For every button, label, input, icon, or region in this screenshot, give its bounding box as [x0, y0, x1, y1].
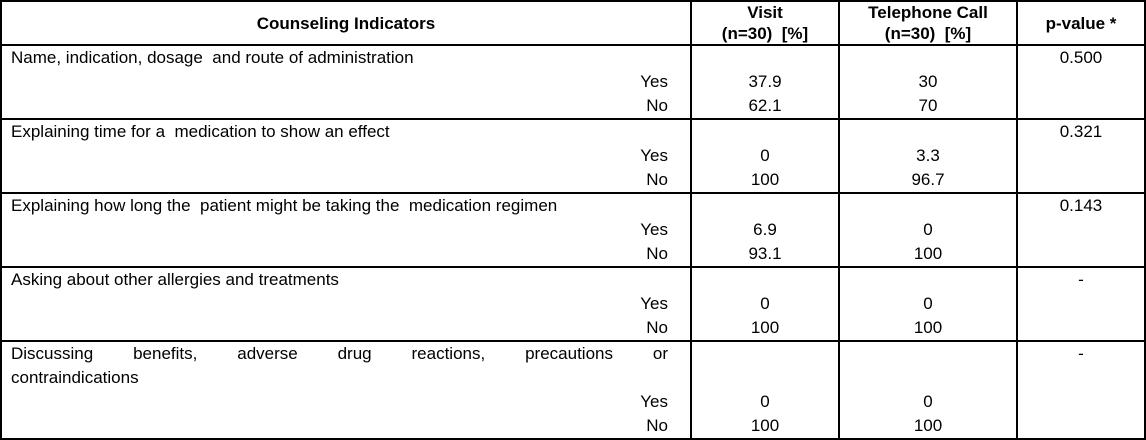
table-row: Asking about other allergies and treatme…	[0, 266, 1146, 342]
visit-cell: 0 100	[690, 340, 840, 440]
indicator-cell: Name, indication, dosage and route of ad…	[0, 44, 692, 120]
visit-no-value: 93.1	[748, 244, 782, 263]
yes-label: Yes	[640, 146, 668, 165]
telephone-yes-value: 0	[923, 220, 933, 239]
telephone-no-value: 100	[913, 244, 943, 263]
telephone-yes-value: 30	[918, 72, 938, 91]
telephone-cell: 0 100	[838, 340, 1018, 440]
table-row: Discussing benefits, adverse drug reacti…	[0, 340, 1146, 440]
telephone-cell: 0 100	[838, 266, 1018, 342]
no-label: No	[646, 318, 668, 337]
p-value: 0.321	[1059, 122, 1103, 141]
p-value-cell: 0.321	[1016, 118, 1146, 194]
telephone-yes-value: 0	[923, 392, 933, 411]
no-label: No	[646, 244, 668, 263]
visit-cell: 0 100	[690, 266, 840, 342]
indicator-label-line2: contraindications	[11, 368, 139, 387]
indicator-cell: Asking about other allergies and treatme…	[0, 266, 692, 342]
indicator-cell: Discussing benefits, adverse drug reacti…	[0, 340, 692, 440]
telephone-yes-value: 3.3	[916, 146, 940, 165]
yes-label: Yes	[640, 392, 668, 411]
p-value-cell: 0.500	[1016, 44, 1146, 120]
p-value-cell: -	[1016, 340, 1146, 440]
visit-yes-value: 0	[760, 294, 770, 313]
yes-label: Yes	[640, 294, 668, 313]
table-header: Counseling Indicators Visit (n=30) [%] T…	[0, 0, 1146, 46]
indicator-cell: Explaining how long the patient might be…	[0, 192, 692, 268]
p-value: 0.143	[1059, 196, 1103, 215]
indicator-label: Name, indication, dosage and route of ad…	[11, 48, 414, 67]
table-row: Explaining time for a medication to show…	[0, 118, 1146, 194]
visit-cell: 6.9 93.1	[690, 192, 840, 268]
telephone-no-value: 96.7	[911, 170, 945, 189]
p-value: -	[1078, 270, 1084, 289]
visit-no-value: 100	[750, 318, 780, 337]
p-value: 0.500	[1059, 48, 1103, 67]
telephone-cell: 0 100	[838, 192, 1018, 268]
telephone-yes-value: 0	[923, 294, 933, 313]
visit-yes-value: 6.9	[753, 220, 777, 239]
visit-cell: 0 100	[690, 118, 840, 194]
header-visit: Visit (n=30) [%]	[690, 0, 840, 46]
telephone-cell: 3.3 96.7	[838, 118, 1018, 194]
p-value-cell: 0.143	[1016, 192, 1146, 268]
telephone-cell: 30 70	[838, 44, 1018, 120]
visit-no-value: 62.1	[748, 96, 782, 115]
telephone-no-value: 70	[918, 96, 938, 115]
indicator-label: Asking about other allergies and treatme…	[11, 270, 339, 289]
yes-label: Yes	[640, 220, 668, 239]
p-value: -	[1078, 344, 1084, 363]
header-p-value: p-value *	[1016, 0, 1146, 46]
yes-label: Yes	[640, 72, 668, 91]
header-telephone-call: Telephone Call (n=30) [%]	[838, 0, 1018, 46]
telephone-no-value: 100	[913, 416, 943, 435]
visit-yes-value: 0	[760, 392, 770, 411]
visit-yes-value: 37.9	[748, 72, 782, 91]
visit-no-value: 100	[750, 416, 780, 435]
indicator-label: Explaining how long the patient might be…	[11, 196, 558, 215]
no-label: No	[646, 170, 668, 189]
indicator-label-line1: Discussing benefits, adverse drug reacti…	[11, 344, 668, 363]
telephone-no-value: 100	[913, 318, 943, 337]
indicator-cell: Explaining time for a medication to show…	[0, 118, 692, 194]
table-row: Explaining how long the patient might be…	[0, 192, 1146, 268]
header-counseling-indicators: Counseling Indicators	[0, 0, 692, 46]
visit-cell: 37.9 62.1	[690, 44, 840, 120]
no-label: No	[646, 96, 668, 115]
indicator-label: Explaining time for a medication to show…	[11, 122, 390, 141]
p-value-cell: -	[1016, 266, 1146, 342]
table-row: Name, indication, dosage and route of ad…	[0, 44, 1146, 120]
visit-no-value: 100	[750, 170, 780, 189]
no-label: No	[646, 416, 668, 435]
visit-yes-value: 0	[760, 146, 770, 165]
